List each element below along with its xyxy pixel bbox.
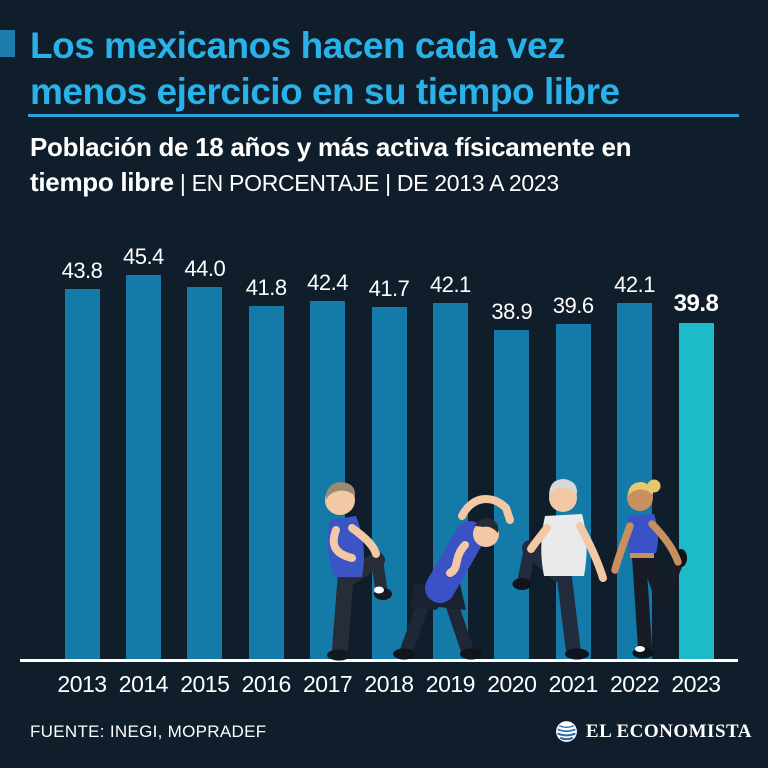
x-axis-line	[20, 659, 738, 662]
bar-2017	[310, 300, 346, 661]
bar-2022	[617, 303, 653, 661]
bar-2021	[555, 324, 591, 661]
x-tick-2018: 2018	[364, 671, 414, 697]
subtitle-meta: | EN PORCENTAJE | DE 2013 A 2023	[173, 170, 559, 196]
page-title-line1: Los mexicanos hacen cada vez	[30, 25, 566, 66]
bar-2018	[371, 306, 407, 661]
bar-value-label-2016: 41.8	[245, 274, 287, 300]
x-tick-2014: 2014	[118, 671, 169, 697]
bar-2014	[125, 275, 161, 661]
bar-value-label-2023: 39.8	[673, 289, 719, 317]
bar-2015	[187, 287, 223, 661]
x-tick-2022: 2022	[610, 671, 660, 697]
bar-value-label-2018: 41.7	[368, 275, 410, 301]
bar-2013	[64, 288, 100, 661]
x-tick-2021: 2021	[548, 671, 599, 697]
x-tick-2015: 2015	[180, 671, 230, 697]
bar-2019	[432, 303, 468, 661]
brand-logo: EL ECONOMISTA	[554, 719, 752, 744]
bar-value-label-2021: 39.6	[552, 293, 594, 319]
bar-value-label-2013: 43.8	[61, 257, 103, 283]
x-tick-2016: 2016	[241, 671, 292, 697]
subtitle-bold-line2: tiempo libre	[30, 167, 174, 197]
bar-2020	[494, 330, 530, 661]
x-tick-2013: 2013	[57, 671, 107, 697]
title-divider	[28, 114, 739, 117]
x-tick-2017: 2017	[303, 671, 353, 697]
source-note: FUENTE: INEGI, MOPRADEF	[30, 722, 267, 741]
bar-value-label-2017: 42.4	[307, 269, 348, 295]
x-tick-2023: 2023	[671, 671, 721, 697]
x-tick-2020: 2020	[487, 671, 537, 697]
bar-value-label-2015: 44.0	[184, 256, 226, 281]
bar-value-label-2019: 42.1	[429, 272, 471, 298]
brand-wordmark: EL ECONOMISTA	[585, 720, 752, 742]
page-title-line2: menos ejercicio en su tiempo libre	[30, 71, 620, 112]
subtitle-bold-line1: Población de 18 años y más activa física…	[30, 132, 632, 162]
chart-subtitle: Población de 18 años y más activa física…	[30, 130, 632, 201]
bar-value-label-2020: 38.9	[491, 299, 533, 325]
bar-2023	[678, 322, 714, 661]
page-title: Los mexicanos hacen cada vez menos ejerc…	[30, 23, 620, 115]
el-economista-globe-icon	[555, 721, 577, 742]
bar-value-label-2022: 42.1	[614, 272, 655, 298]
bar-2016	[248, 305, 284, 661]
bar-value-label-2014: 45.4	[122, 244, 164, 270]
accent-square	[0, 30, 15, 57]
x-tick-2019: 2019	[425, 671, 476, 697]
